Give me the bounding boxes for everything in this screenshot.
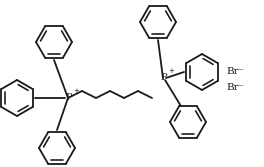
Text: P: P [161, 72, 167, 81]
Text: Br⁻: Br⁻ [226, 67, 244, 76]
Text: P: P [66, 93, 72, 102]
Text: +: + [73, 88, 79, 94]
Text: Br⁻: Br⁻ [226, 84, 244, 93]
Text: +: + [168, 68, 174, 74]
